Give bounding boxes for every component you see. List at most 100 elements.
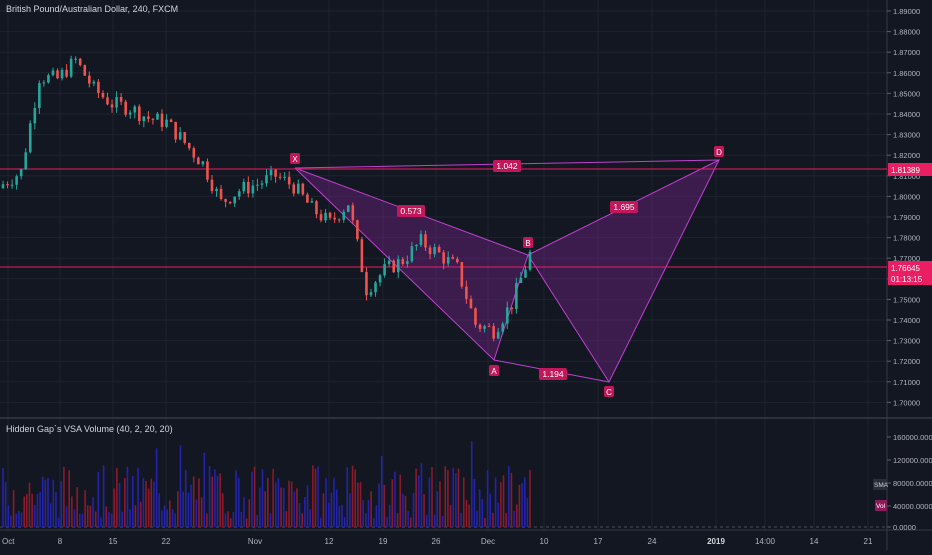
candle-body xyxy=(115,97,118,108)
volume-bar xyxy=(402,494,404,527)
candle-body xyxy=(456,258,459,263)
volume-bar xyxy=(327,503,330,527)
volume-bar xyxy=(216,475,219,527)
volume-bar xyxy=(272,468,274,527)
candle-body xyxy=(65,69,68,77)
candle-body xyxy=(183,132,187,143)
volume-bar xyxy=(240,511,243,527)
price-axis[interactable]: 1.89000 1.88000 1.87000 1.86000 1.85000 1.840… xyxy=(887,7,920,407)
vol-tick-label: 40000.0000 xyxy=(893,502,932,511)
volume-bar xyxy=(415,468,417,527)
candle-body xyxy=(33,108,37,124)
ratio-xb-label: 0.573 xyxy=(400,206,422,216)
volume-bar xyxy=(124,478,126,527)
volume-bar xyxy=(158,493,161,527)
volume-bar xyxy=(63,466,65,527)
volume-bar xyxy=(121,511,123,527)
volume-bar xyxy=(325,478,327,527)
volume-bar xyxy=(208,465,211,527)
price-tick-label: 1.78000 xyxy=(893,234,920,243)
volume-bar xyxy=(298,502,301,527)
candle-body xyxy=(51,70,55,76)
candle-body xyxy=(283,176,286,178)
point-c-box xyxy=(604,386,614,397)
candle-body xyxy=(287,176,291,185)
candle-body xyxy=(128,112,132,115)
volume-bar xyxy=(349,493,351,527)
candle-body xyxy=(428,247,432,255)
volume-bar xyxy=(473,478,476,527)
point-c-label: C xyxy=(606,388,612,397)
candle-body xyxy=(15,176,18,185)
volume-bar xyxy=(267,477,269,527)
candle-body xyxy=(228,201,232,204)
candle-body xyxy=(56,70,59,79)
volume-bar xyxy=(515,504,518,527)
volume-bar xyxy=(256,514,259,527)
point-a-box xyxy=(489,365,499,376)
volume-bar xyxy=(362,499,364,527)
volume-bar xyxy=(187,492,190,527)
sma-tag: SMA xyxy=(874,482,889,489)
volume-bar xyxy=(86,505,89,527)
volume-bar xyxy=(314,468,317,527)
volume-bar xyxy=(309,509,311,527)
volume-bar xyxy=(301,513,304,527)
ratio-ac-label: 1.194 xyxy=(542,369,564,379)
candle-body xyxy=(365,272,368,296)
volume-bar xyxy=(282,488,285,527)
volume-bar xyxy=(513,510,515,527)
volume-bar xyxy=(142,477,145,527)
volume-bar xyxy=(129,509,131,527)
volume-axis[interactable]: 160000.0000 120000.0000 80000.0000 40000… xyxy=(887,433,932,532)
volume-bar xyxy=(502,475,505,527)
volume-bar xyxy=(444,466,447,527)
volume-bar xyxy=(462,477,465,527)
ratio-xd-box xyxy=(493,160,521,172)
candle-body xyxy=(260,183,264,185)
candle-body xyxy=(19,169,23,177)
volume-bar xyxy=(60,481,63,527)
candle-body xyxy=(206,161,209,180)
volume-bar xyxy=(338,506,341,527)
volume-bar xyxy=(20,512,23,527)
candle-body xyxy=(69,58,73,77)
volume-bar xyxy=(365,513,367,527)
candle-body xyxy=(169,119,173,122)
volume-bar xyxy=(105,506,108,527)
volume-bar xyxy=(391,479,394,527)
vol-tick-label: 160000.0000 xyxy=(893,433,932,442)
volume-bar xyxy=(441,516,444,527)
volume-bar xyxy=(452,467,455,527)
volume-bar xyxy=(150,478,153,527)
volume-bar xyxy=(312,465,314,527)
candle-body xyxy=(237,191,241,197)
candle-body xyxy=(47,75,50,83)
price-tick-label: 1.85000 xyxy=(893,89,920,98)
volume-bar xyxy=(163,505,166,527)
indicator-title[interactable]: Hidden Gap`s VSA Volume (40, 2, 20, 20) xyxy=(6,424,173,434)
chart-title: British Pound/Australian Dollar, 240, FX… xyxy=(6,4,179,14)
candle-body xyxy=(433,246,436,255)
volume-bar xyxy=(412,493,415,527)
volume-bar xyxy=(253,466,256,527)
time-tick: 15 xyxy=(109,537,118,546)
candle-body xyxy=(442,252,445,264)
time-tick: 10 xyxy=(540,537,549,546)
time-tick: 12 xyxy=(325,537,334,546)
volume-bar xyxy=(367,499,370,527)
volume-bar xyxy=(222,493,224,527)
volume-bar xyxy=(227,511,229,527)
volume-bar xyxy=(131,475,134,527)
volume-series xyxy=(2,441,531,527)
candle-body xyxy=(492,326,495,339)
volume-bar xyxy=(394,471,396,527)
vertical-grid xyxy=(7,0,869,530)
candle-body xyxy=(133,106,137,113)
candle-body xyxy=(88,75,91,84)
time-axis[interactable]: Oct 8 15 22 Nov 12 19 26 Dec 10 17 24 20… xyxy=(2,537,873,546)
price-tick-label: 1.71000 xyxy=(893,378,920,387)
